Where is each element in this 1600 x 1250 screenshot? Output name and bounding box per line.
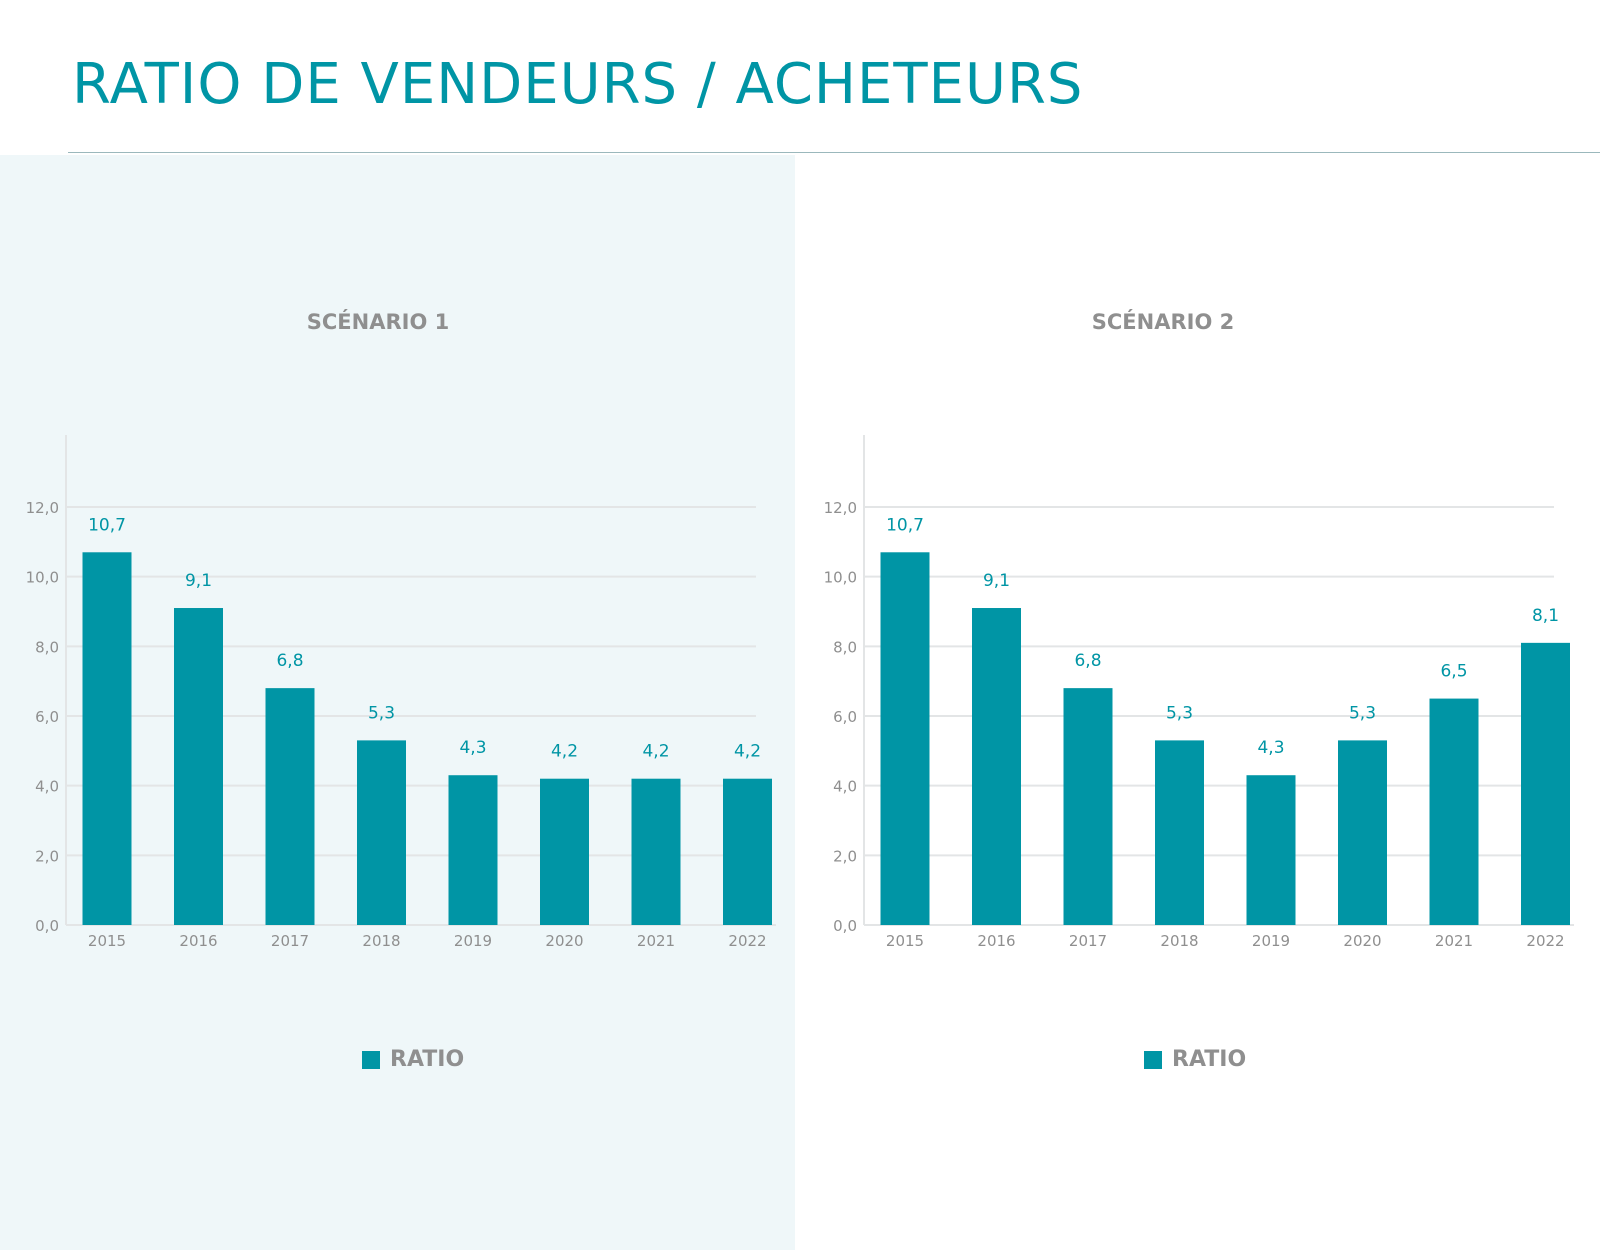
chart-1-title: SCÉNARIO 1 [306, 310, 450, 334]
data-label: 8,1 [1532, 606, 1559, 626]
data-label: 5,3 [368, 703, 395, 723]
bar-2015 [82, 552, 132, 925]
legend-label: RATIO [1172, 1047, 1247, 1072]
data-label: 10,7 [886, 515, 924, 535]
x-tick-label: 2018 [362, 932, 400, 950]
data-label: 4,2 [734, 742, 761, 762]
x-tick-label: 2016 [179, 932, 217, 950]
x-tick-label: 2017 [271, 932, 309, 950]
data-label: 6,5 [1440, 662, 1467, 682]
x-tick-label: 2018 [1160, 932, 1198, 950]
y-tick-label: 10,0 [26, 569, 59, 587]
data-label: 4,3 [459, 738, 486, 758]
bar-2017 [265, 688, 315, 925]
bar-2021 [1429, 698, 1479, 925]
y-tick-label: 8,0 [833, 638, 857, 656]
y-tick-label: 0,0 [35, 917, 59, 935]
data-label: 5,3 [1166, 703, 1193, 723]
bar-2022 [723, 778, 772, 925]
y-tick-label: 10,0 [824, 569, 857, 587]
bar-2020 [540, 778, 589, 925]
y-tick-label: 4,0 [35, 778, 59, 796]
data-label: 6,8 [276, 651, 303, 671]
x-tick-label: 2020 [1343, 932, 1381, 950]
x-tick-label: 2021 [637, 932, 675, 950]
bar-2016 [972, 608, 1021, 925]
data-label: 9,1 [983, 571, 1010, 591]
data-label: 10,7 [88, 515, 126, 535]
data-label: 9,1 [185, 571, 212, 591]
chart-1-legend: RATIO [362, 1047, 464, 1072]
bar-2017 [1063, 688, 1113, 925]
x-tick-label: 2020 [545, 932, 583, 950]
x-tick-label: 2019 [1252, 932, 1290, 950]
y-tick-label: 2,0 [833, 847, 857, 865]
y-tick-label: 4,0 [833, 778, 857, 796]
bar-2021 [631, 778, 681, 925]
y-tick-label: 12,0 [26, 499, 59, 517]
chart-2-legend: RATIO [1144, 1047, 1246, 1072]
x-tick-label: 2015 [88, 932, 126, 950]
bar-2019 [1246, 775, 1296, 925]
legend-swatch [362, 1050, 380, 1069]
y-tick-label: 0,0 [833, 917, 857, 935]
x-tick-label: 2021 [1435, 932, 1473, 950]
x-tick-label: 2015 [886, 932, 924, 950]
data-label: 4,2 [551, 742, 578, 762]
chart-2-title: SCÉNARIO 2 [1091, 310, 1235, 334]
legend-label: RATIO [390, 1047, 465, 1072]
y-tick-label: 8,0 [35, 638, 59, 656]
legend-swatch [1144, 1050, 1162, 1069]
bar-2018 [1155, 740, 1204, 925]
y-tick-label: 2,0 [35, 847, 59, 865]
x-tick-label: 2022 [728, 932, 766, 950]
y-tick-label: 12,0 [824, 499, 857, 517]
data-label: 5,3 [1349, 703, 1376, 723]
bar-2022 [1521, 642, 1570, 925]
y-tick-label: 6,0 [35, 708, 59, 726]
y-tick-label: 6,0 [833, 708, 857, 726]
data-label: 4,2 [642, 742, 669, 762]
data-label: 6,8 [1074, 651, 1101, 671]
bar-2019 [448, 775, 498, 925]
bar-2020 [1338, 740, 1387, 925]
x-tick-label: 2016 [977, 932, 1015, 950]
title-divider [68, 152, 1600, 153]
scenario-1-panel-background [0, 155, 795, 1250]
x-tick-label: 2019 [454, 932, 492, 950]
bar-2018 [357, 740, 406, 925]
bar-2015 [880, 552, 930, 925]
x-tick-label: 2017 [1069, 932, 1107, 950]
page-title: RATIO DE VENDEURS / ACHETEURS [72, 52, 1084, 117]
bar-2016 [174, 608, 223, 925]
x-tick-label: 2022 [1526, 932, 1564, 950]
data-label: 4,3 [1257, 738, 1284, 758]
